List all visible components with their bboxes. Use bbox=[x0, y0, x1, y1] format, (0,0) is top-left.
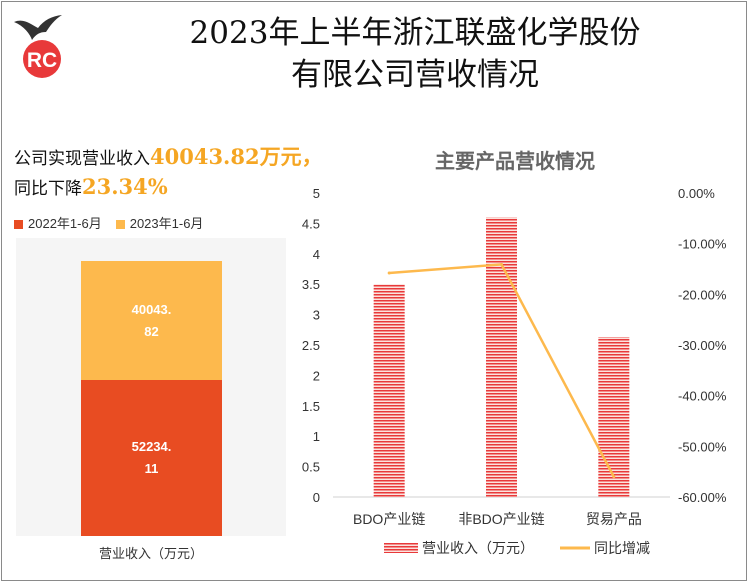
legend-swatch-revenue bbox=[384, 543, 418, 553]
stack-label-2022: 52234. 11 bbox=[131, 439, 172, 477]
x-tick-label: 贸易产品 bbox=[586, 511, 642, 527]
title-line-2: 有限公司营收情况 bbox=[291, 57, 539, 93]
y-right-tick-label: -60.00% bbox=[678, 490, 727, 505]
y-left-tick-label: 0 bbox=[313, 490, 320, 505]
legend-label-yoy: 同比增减 bbox=[594, 540, 650, 556]
x-tick-label: 非BDO产业链 bbox=[458, 511, 544, 527]
legend-swatch-2022 bbox=[14, 220, 23, 230]
y-left-tick-label: 2.5 bbox=[302, 338, 320, 353]
line-point-2 bbox=[500, 262, 503, 266]
stack-bar-2023: 40043. 82 bbox=[81, 261, 222, 381]
line-point-3 bbox=[612, 475, 616, 479]
legend-label-revenue: 营业收入（万元） bbox=[422, 540, 534, 556]
y-left-tick-label: 4 bbox=[313, 247, 320, 262]
legend-label-2022: 2022年1-6月 bbox=[28, 216, 102, 231]
legend-item-2022: 2022年1-6月 bbox=[14, 213, 102, 232]
x-tick-label: BDO产业链 bbox=[353, 511, 425, 527]
y-right-tick-label: -30.00% bbox=[678, 338, 727, 353]
stacked-chart-panel: 40043. 82 52234. 11 bbox=[16, 238, 286, 536]
chart-title: 主要产品营收情况 bbox=[435, 149, 595, 173]
y-left-tick-label: 3 bbox=[313, 308, 320, 323]
summary-revenue: 40043.82万元， bbox=[150, 144, 323, 169]
left-category-label: 营业收入（万元） bbox=[98, 546, 203, 561]
y-right-tick-label: 0.00% bbox=[678, 186, 715, 201]
stack-label-2023: 40043. 82 bbox=[131, 301, 172, 339]
y-right-tick-label: -40.00% bbox=[678, 389, 727, 404]
bird-icon bbox=[14, 15, 62, 40]
summary-prefix: 公司实现营业收入 bbox=[14, 149, 150, 169]
bar-2 bbox=[486, 217, 517, 497]
logo-badge bbox=[23, 40, 61, 78]
y-left-tick-label: 4.5 bbox=[302, 216, 320, 231]
line-point-1 bbox=[387, 271, 391, 275]
page-title: 2023年上半年浙江联盛化学股份 有限公司营收情况 bbox=[130, 12, 700, 96]
y-right-tick-label: -20.00% bbox=[678, 287, 727, 302]
title-line-1: 2023年上半年浙江联盛化学股份 bbox=[189, 15, 641, 51]
summary-decline: 23.34% bbox=[82, 174, 168, 199]
summary-prefix-2: 同比下降 bbox=[14, 179, 82, 199]
legend-swatch-2023 bbox=[115, 220, 125, 230]
y-left-tick-label: 0.5 bbox=[302, 460, 320, 475]
y-left-tick-label: 1.5 bbox=[302, 399, 320, 414]
y-left-tick-label: 1 bbox=[313, 429, 320, 444]
y-left-tick-label: 3.5 bbox=[302, 277, 320, 292]
logo: RC bbox=[14, 15, 62, 78]
summary-text: 公司实现营业收入40043.82万元， 同比下降23.34% bbox=[14, 143, 323, 203]
y-right-tick-label: -50.00% bbox=[678, 439, 727, 454]
left-legend: 2022年1-6月 2023年1-6月 bbox=[14, 213, 203, 232]
stack-bar-2022: 52234. 11 bbox=[81, 380, 222, 536]
logo-text: RC bbox=[27, 49, 57, 72]
y-left-tick-label: 2 bbox=[313, 368, 320, 383]
y-right-tick-label: -10.00% bbox=[678, 237, 727, 252]
y-left-tick-label: 5 bbox=[313, 186, 320, 201]
legend-label-2023: 2023年1-6月 bbox=[129, 216, 204, 231]
bar-3 bbox=[598, 337, 630, 497]
legend-item-2023: 2023年1-6月 bbox=[115, 213, 204, 232]
bar-1 bbox=[373, 284, 405, 497]
